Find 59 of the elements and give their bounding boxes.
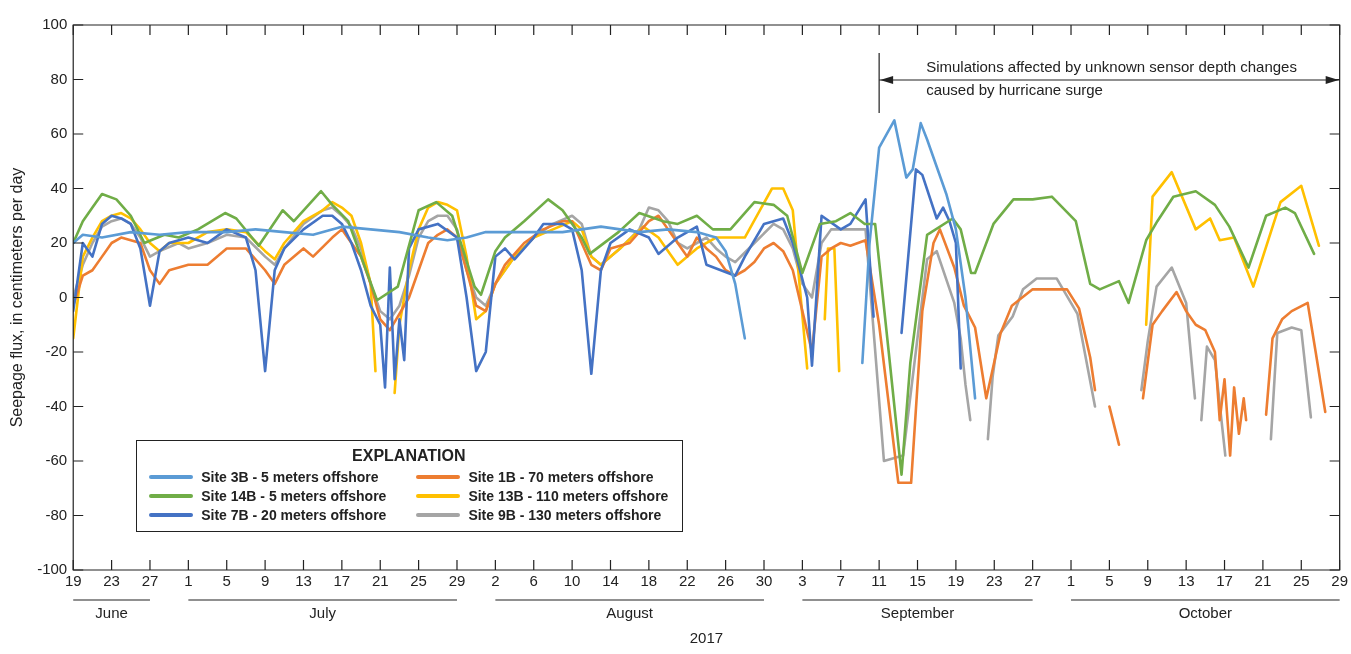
legend-label: Site 1B - 70 meters offshore: [468, 469, 654, 485]
x-tick-label: 9: [1143, 572, 1152, 590]
text: July: [309, 604, 337, 622]
x-tick-label: 15: [909, 572, 926, 590]
x-tick-label: 30: [755, 572, 773, 590]
x-tick-label: 25: [1292, 572, 1310, 590]
x-tick-label: 11: [871, 572, 887, 590]
y-tick-label: 80: [50, 69, 68, 87]
y-tick-label: 40: [50, 178, 68, 196]
legend-label: Site 3B - 5 meters offshore: [201, 469, 379, 485]
x-tick-label: 26: [717, 572, 734, 590]
text: September: [880, 604, 955, 622]
x-tick-label: 17: [333, 572, 351, 590]
x-tick-label: 29: [1331, 572, 1348, 590]
y-tick-label: -100: [37, 560, 68, 578]
x-tick-label: 6: [529, 572, 538, 590]
legend-label: Site 9B - 130 meters offshore: [468, 507, 662, 523]
y-tick-label: -60: [45, 451, 68, 469]
x-tick-label: 7: [836, 572, 845, 590]
x-tick-label: 23: [103, 572, 120, 590]
x-tick-label: 27: [1024, 572, 1041, 590]
y-tick-label: 100: [42, 15, 68, 33]
x-tick-label: 27: [141, 572, 159, 590]
x-tick-label: 14: [602, 572, 619, 590]
y-tick-label: 0: [58, 287, 68, 305]
y-axis-title: Seepage flux, in centimeters per day: [8, 167, 26, 428]
legend-label: Site 7B - 20 meters offshore: [201, 507, 387, 523]
legend-label: Site 13B - 110 meters offshore: [468, 488, 669, 504]
x-tick-label: 21: [1254, 572, 1272, 590]
x-tick-label: 18: [640, 572, 658, 590]
x-tick-label: 10: [563, 572, 581, 590]
x-tick-label: 1: [1066, 572, 1076, 590]
x-tick-label: 2: [491, 572, 500, 590]
x-tick-label: 22: [678, 572, 696, 590]
y-tick-label: -80: [45, 505, 68, 523]
legend-title: EXPLANATION: [351, 447, 467, 465]
x-tick-label: 13: [1177, 572, 1195, 590]
x-tick-label: 3: [798, 572, 807, 590]
x-tick-label: 9: [260, 572, 270, 590]
x-tick-label: 17: [1216, 572, 1233, 590]
text: June: [95, 604, 128, 622]
annotation: Simulations affected by unknown sensor depth changes caused by hurricane surge: [926, 58, 1297, 99]
text: October: [1178, 604, 1233, 622]
y-tick-label: 60: [50, 124, 68, 142]
x-tick-label: 19: [947, 572, 965, 590]
y-tick-label: -20: [45, 342, 68, 360]
x-tick-label: 5: [222, 572, 231, 590]
x-tick-label: 29: [448, 572, 466, 590]
x-tick-label: 13: [295, 572, 312, 590]
x-tick-label: 21: [371, 572, 389, 590]
y-tick-label: -40: [45, 396, 68, 414]
x-axis-title: 2017: [689, 629, 724, 647]
x-tick-label: 25: [410, 572, 427, 590]
x-tick-label: 5: [1105, 572, 1114, 590]
x-tick-label: 1: [184, 572, 193, 590]
text: August: [606, 604, 654, 622]
legend-label: Site 14B - 5 meters offshore: [201, 488, 387, 504]
x-tick-label: 23: [985, 572, 1003, 590]
y-tick-label: 20: [50, 233, 68, 251]
